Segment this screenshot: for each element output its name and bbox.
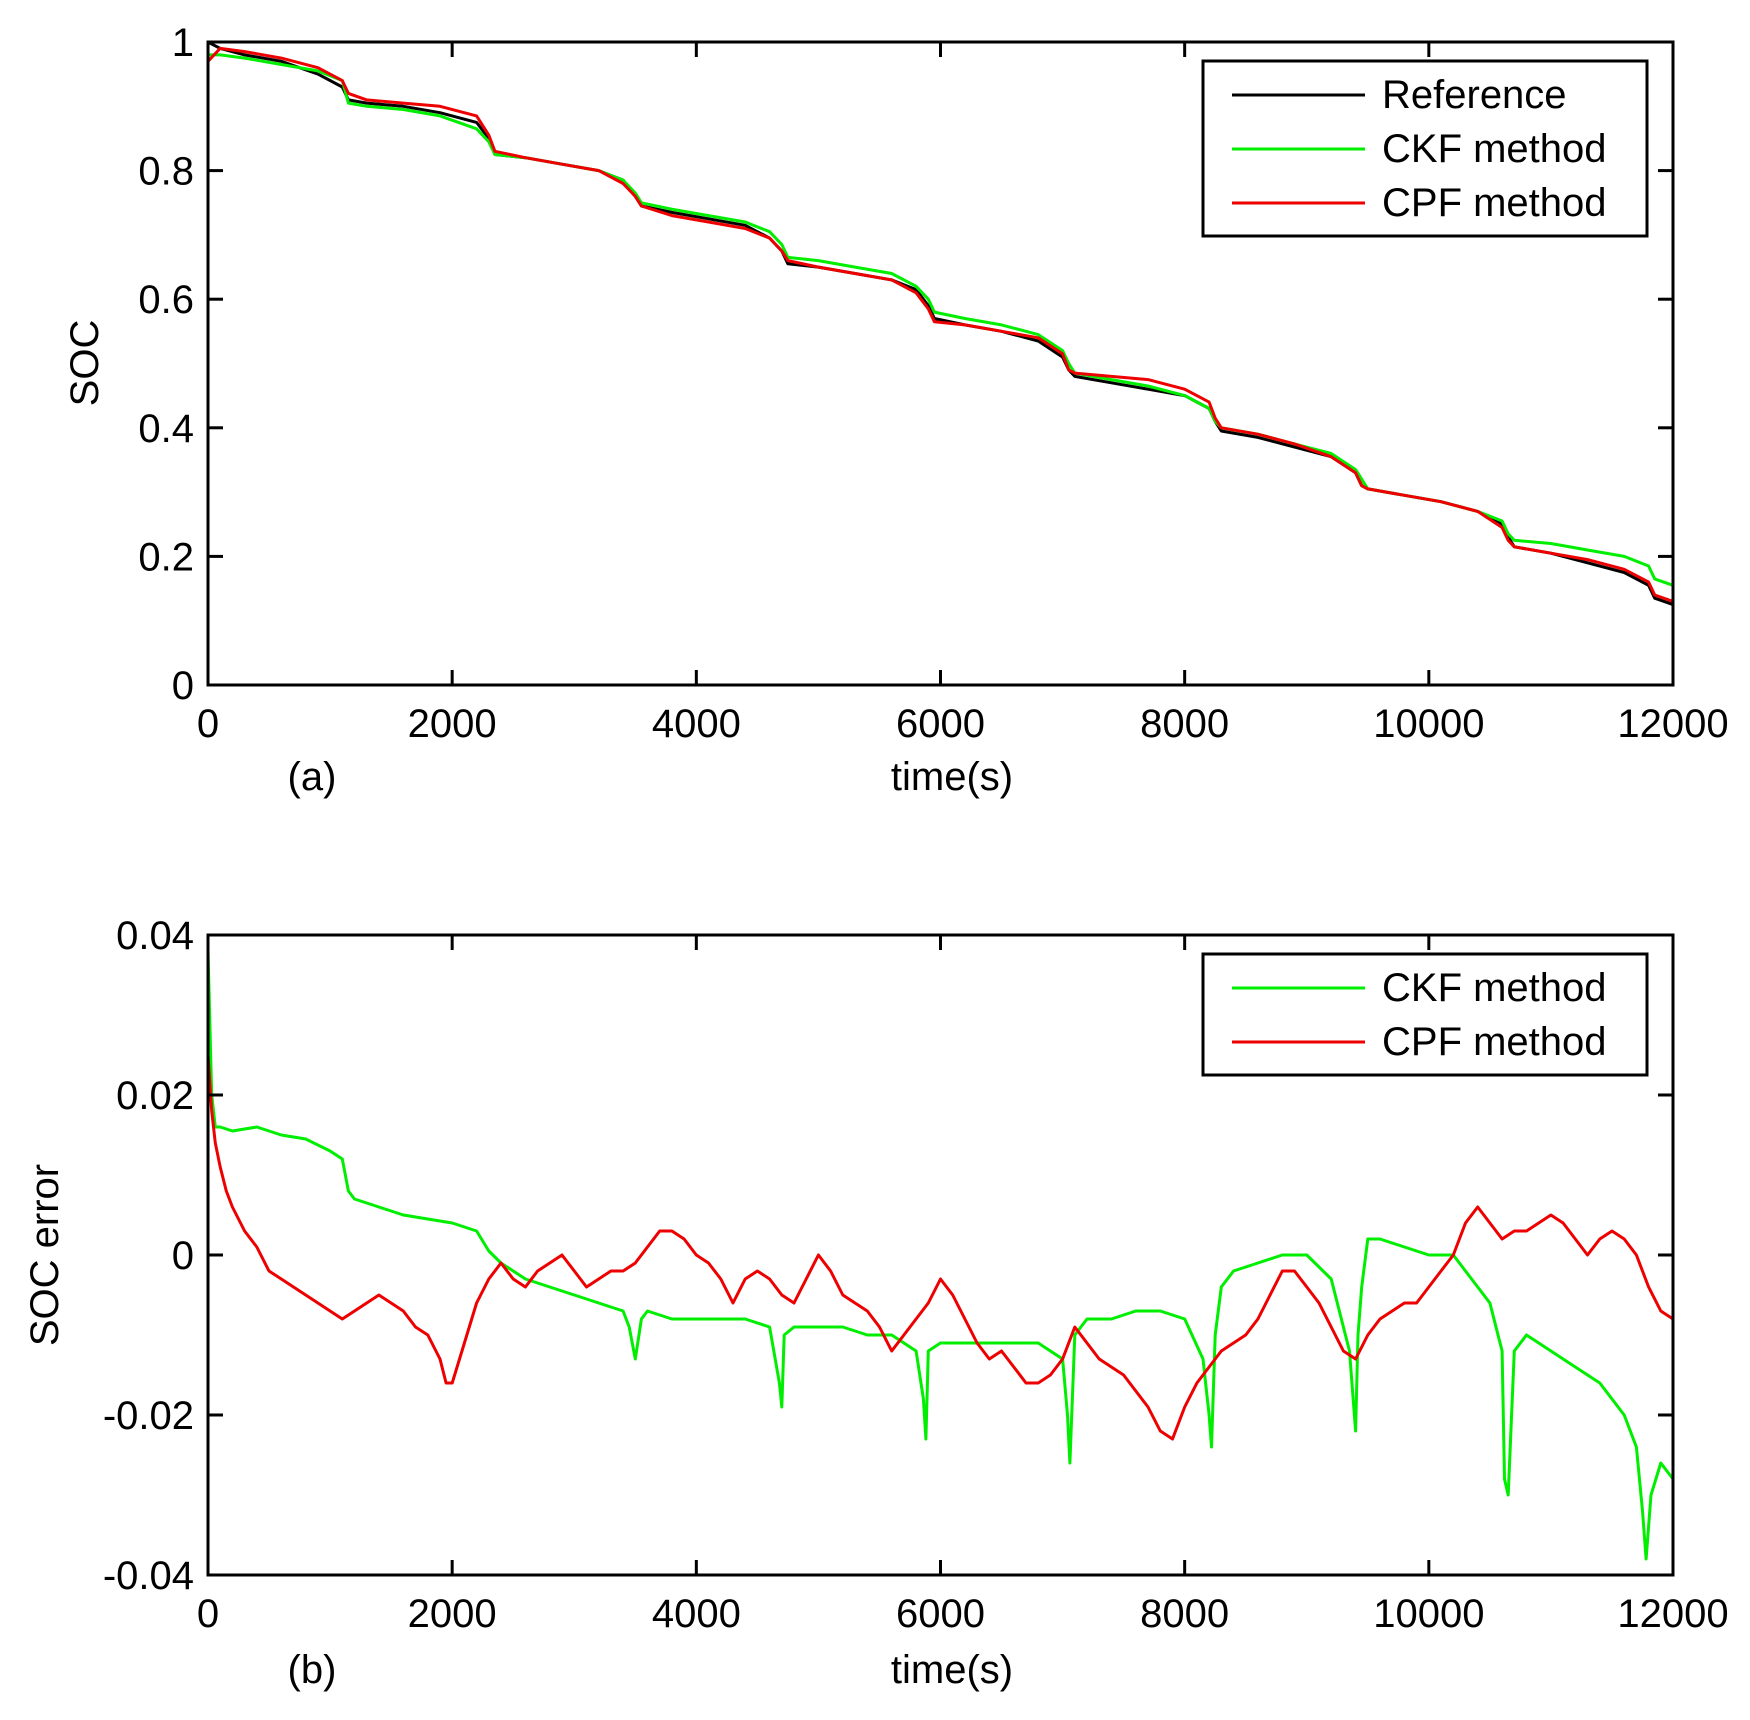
- panel-a-label: (a): [288, 755, 337, 799]
- panel-a-x-tick-label-4: 8000: [1140, 702, 1229, 746]
- panel-b-soc-error-chart: 0 2000 4000 6000 8000 10000 12000 -0.04 -0.02 0 0.…: [23, 914, 1729, 1692]
- panel-b-legend-label-ckf: CKF method: [1382, 966, 1607, 1010]
- panel-a-y-axis-label: SOC: [63, 320, 107, 407]
- panel-b-x-axis-label: time(s): [891, 1648, 1013, 1692]
- panel-b-series-line-ckf-method: [206, 950, 1675, 1561]
- panel-b-y-tick-label-3: 0.02: [116, 1074, 194, 1118]
- panel-a-y-tick-label-5: 1: [172, 21, 194, 65]
- panel-a-x-tick-label-3: 6000: [896, 702, 985, 746]
- panel-a-series-line-cpf-method: [206, 46, 1674, 603]
- panel-b-x-tick-label-2: 4000: [652, 1592, 741, 1636]
- panel-a-y-tick-label-2: 0.4: [138, 407, 194, 451]
- panel-a-y-tick-label-0: 0: [172, 664, 194, 708]
- panel-a-x-axis-label: time(s): [891, 755, 1013, 799]
- panel-b-y-tick-label-1: -0.02: [103, 1394, 194, 1438]
- panel-b-legend: CKF method CPF method: [1201, 952, 1649, 1077]
- panel-a-y-tick-label-4: 0.8: [138, 150, 194, 194]
- panel-a-legend-label-ckf: CKF method: [1382, 127, 1607, 171]
- panel-b-legend-box: [1201, 952, 1649, 1077]
- panel-b-y-tick-label-4: 0.04: [116, 914, 194, 958]
- panel-a-y-tick-label-1: 0.2: [138, 535, 194, 579]
- panel-b-series-line-cpf-method: [206, 1054, 1674, 1441]
- panel-b-label: (b): [288, 1648, 337, 1692]
- panel-a-soc-chart: 0 2000 4000 6000 8000 10000 12000 0 0.2 0.4 0.6 0.8…: [63, 21, 1729, 799]
- panel-a-series-layer: [206, 40, 1674, 607]
- panel-b-x-tick-label-5: 10000: [1373, 1592, 1484, 1636]
- panel-a-ticks-layer: 0 2000 4000 6000 8000 10000 12000 0 0.2 0.4 0.6 0.8…: [138, 21, 1728, 746]
- panel-b-x-tick-label-1: 2000: [408, 1592, 497, 1636]
- panel-a-legend: Reference CKF method CPF method: [1201, 59, 1649, 238]
- panel-b-legend-label-cpf: CPF method: [1382, 1020, 1607, 1064]
- panel-b-ticks-layer: 0 2000 4000 6000 8000 10000 12000 -0.04 -0.02 0 0.…: [103, 914, 1729, 1636]
- panel-a-x-tick-label-5: 10000: [1373, 702, 1484, 746]
- panel-b-x-tick-label-3: 6000: [896, 1592, 985, 1636]
- panel-b-series-layer: [206, 950, 1675, 1561]
- panel-a-legend-label-reference: Reference: [1382, 73, 1567, 117]
- panel-a-x-tick-label-1: 2000: [408, 702, 497, 746]
- panel-b-y-tick-label-0: -0.04: [103, 1554, 194, 1598]
- panel-b-x-tick-label-0: 0: [197, 1592, 219, 1636]
- panel-b-x-tick-label-4: 8000: [1140, 1592, 1229, 1636]
- panel-a-y-tick-label-3: 0.6: [138, 278, 194, 322]
- panel-b-y-tick-label-2: 0: [172, 1234, 194, 1278]
- panel-a-x-tick-label-2: 4000: [652, 702, 741, 746]
- panel-b-x-tick-label-6: 12000: [1617, 1592, 1728, 1636]
- panel-a-legend-label-cpf: CPF method: [1382, 181, 1607, 225]
- panel-a-x-tick-label-6: 12000: [1617, 702, 1728, 746]
- panel-b-y-axis-label: SOC error: [23, 1164, 67, 1346]
- panel-a-x-tick-label-0: 0: [197, 702, 219, 746]
